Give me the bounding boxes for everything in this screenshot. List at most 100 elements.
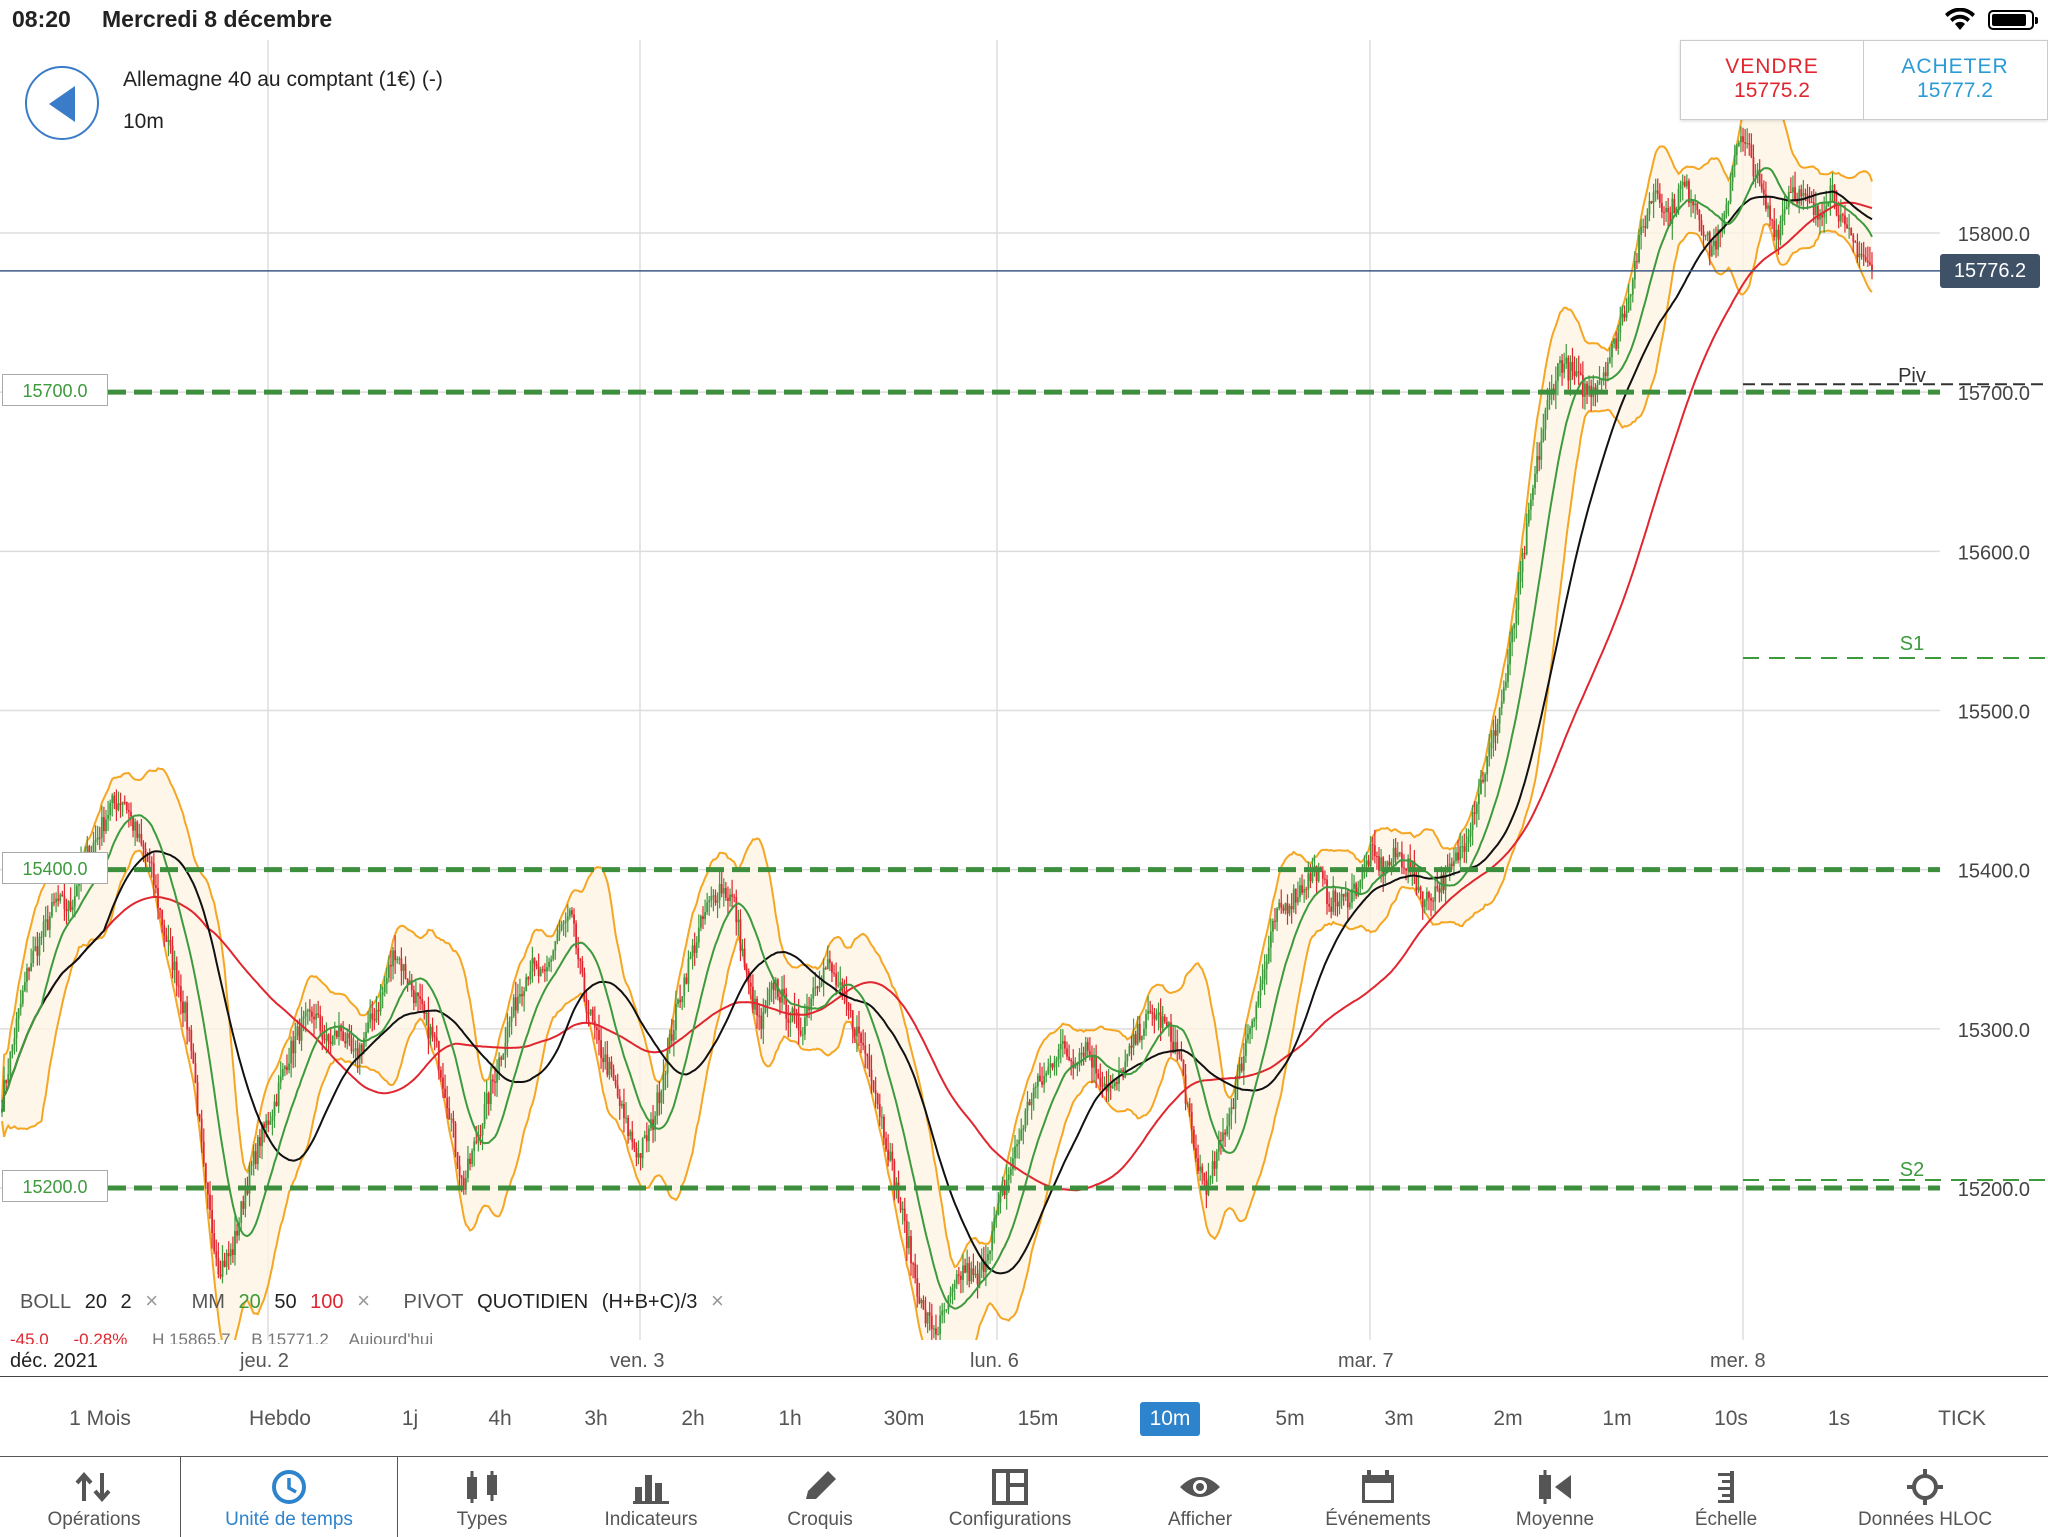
timeframe-3m[interactable]: 3m (1384, 1407, 1414, 1430)
toolbar-indicators[interactable]: Indicateurs (590, 1457, 712, 1537)
candle-body (113, 795, 116, 804)
timeframe-30m[interactable]: 30m (883, 1407, 925, 1430)
timeframe-tick[interactable]: TICK (1938, 1407, 1986, 1430)
remove-boll-icon[interactable]: × (145, 1288, 159, 1313)
candle-body (19, 1003, 22, 1009)
candle-body (552, 950, 555, 960)
buy-label: ACHETER (1901, 55, 2009, 78)
timeframe-hebdo[interactable]: Hebdo (249, 1407, 311, 1430)
timeframe-15m[interactable]: 15m (1017, 1407, 1059, 1430)
candle-body (1679, 185, 1682, 190)
candle-body (620, 1103, 623, 1107)
timeframe-2h[interactable]: 2h (681, 1407, 705, 1430)
s2-label: S2 (1900, 1159, 1924, 1181)
candle-body (635, 1147, 638, 1158)
candle-body (912, 1263, 914, 1265)
candle-body (1251, 1021, 1254, 1029)
candle-body (1860, 253, 1863, 255)
trade-panel: VENDRE 15775.2 ACHETER 15777.2 (1680, 40, 2048, 120)
candle-body (714, 895, 717, 903)
toolbar-display[interactable]: Afficher (1150, 1457, 1250, 1537)
back-button[interactable] (25, 66, 99, 140)
legend-mm50: 50 (274, 1291, 297, 1313)
candle-body (1854, 241, 1857, 243)
buy-button[interactable]: ACHETER 15777.2 (1864, 41, 2046, 119)
candle-body (548, 961, 550, 968)
candle-body (1548, 393, 1551, 401)
toolbar-types[interactable]: Types (432, 1457, 532, 1537)
legend-pivot[interactable]: PIVOT (403, 1291, 464, 1313)
candle-body (410, 980, 413, 991)
candle-body (641, 1138, 644, 1159)
candle-body (123, 801, 126, 803)
candle-body (916, 1277, 919, 1297)
toolbar-operations[interactable]: Opérations (30, 1457, 158, 1537)
candle-body (1, 1111, 3, 1113)
sell-button[interactable]: VENDRE 15775.2 (1681, 41, 1864, 119)
toolbar-events[interactable]: Événements (1310, 1457, 1446, 1537)
candle-body (437, 1041, 440, 1071)
candle-body (781, 989, 783, 1003)
remove-mm-icon[interactable]: × (357, 1288, 370, 1313)
level-box-15200[interactable]: 15200.0 (2, 1170, 108, 1202)
stats-change-pct: -0.28% (73, 1330, 128, 1344)
candle-body (1644, 226, 1647, 228)
timeframe-5m[interactable]: 5m (1275, 1407, 1305, 1430)
candle-body (1091, 1054, 1093, 1068)
timeframe-1h[interactable]: 1h (778, 1407, 802, 1430)
timeframe-3h[interactable]: 3h (584, 1407, 608, 1430)
timeframe-2m[interactable]: 2m (1493, 1407, 1523, 1430)
candle-body (1831, 185, 1834, 187)
candle-body (1792, 187, 1794, 193)
candle-body (993, 1218, 996, 1231)
toolbar-timeframe[interactable]: Unité de temps (180, 1457, 398, 1537)
timeframe-10m[interactable]: 10m (1140, 1402, 1200, 1436)
toolbar-average[interactable]: Moyenne (1500, 1457, 1610, 1537)
candle-body (662, 1074, 665, 1091)
candle-body (1376, 856, 1378, 858)
candle-body (718, 884, 721, 901)
candle-body (404, 964, 407, 979)
candle-body (360, 1044, 363, 1052)
candle-body (1646, 214, 1649, 228)
candle-body (1084, 1042, 1087, 1057)
status-time: 08:20 (12, 6, 71, 32)
candle-body (1359, 880, 1362, 888)
candle-body (637, 1153, 640, 1158)
timeframe-1s[interactable]: 1s (1827, 1407, 1851, 1430)
timeframe-1m[interactable]: 1m (1602, 1407, 1632, 1430)
candle-body (544, 969, 546, 972)
candle-body (1546, 400, 1549, 411)
candle-body (1425, 892, 1428, 901)
level-box-15700[interactable]: 15700.0 (2, 374, 108, 406)
candle-body (221, 1260, 224, 1277)
candle-body (908, 1236, 910, 1249)
arrows-updown-icon (75, 1471, 111, 1503)
level-box-15400[interactable]: 15400.0 (2, 852, 108, 884)
toolbar-drawings[interactable]: Croquis (770, 1457, 870, 1537)
candle-body (1176, 1041, 1179, 1052)
candle-body (1808, 201, 1811, 203)
timeframe-1-mois[interactable]: 1 Mois (69, 1407, 131, 1430)
timeframe-1j[interactable]: 1j (401, 1407, 419, 1430)
candle-body (1461, 846, 1464, 848)
legend-boll[interactable]: BOLL (20, 1291, 72, 1313)
toolbar-scale[interactable]: Échelle (1676, 1457, 1776, 1537)
remove-pivot-icon[interactable]: × (710, 1288, 724, 1313)
toolbar-hloc-data[interactable]: Données HLOC (1848, 1457, 2002, 1537)
legend-mm[interactable]: MM (191, 1291, 225, 1313)
candle-body (150, 862, 153, 864)
timeframe-10s[interactable]: 10s (1714, 1407, 1748, 1430)
price-chart[interactable]: 15800.0 15700.0 15600.0 15500.0 15400.0 15300… (0, 40, 2048, 1340)
candle-body (387, 964, 390, 978)
candle-body (741, 948, 744, 951)
toolbar-configurations[interactable]: Configurations (940, 1457, 1080, 1537)
timeframe-4h[interactable]: 4h (488, 1407, 512, 1430)
candle-body (182, 1001, 184, 1014)
candle-body (412, 990, 415, 1004)
candle-body (55, 898, 57, 903)
candle-body (1596, 384, 1599, 393)
candle-body (65, 909, 68, 912)
candle-body (198, 1114, 201, 1119)
candle-body (30, 963, 33, 972)
